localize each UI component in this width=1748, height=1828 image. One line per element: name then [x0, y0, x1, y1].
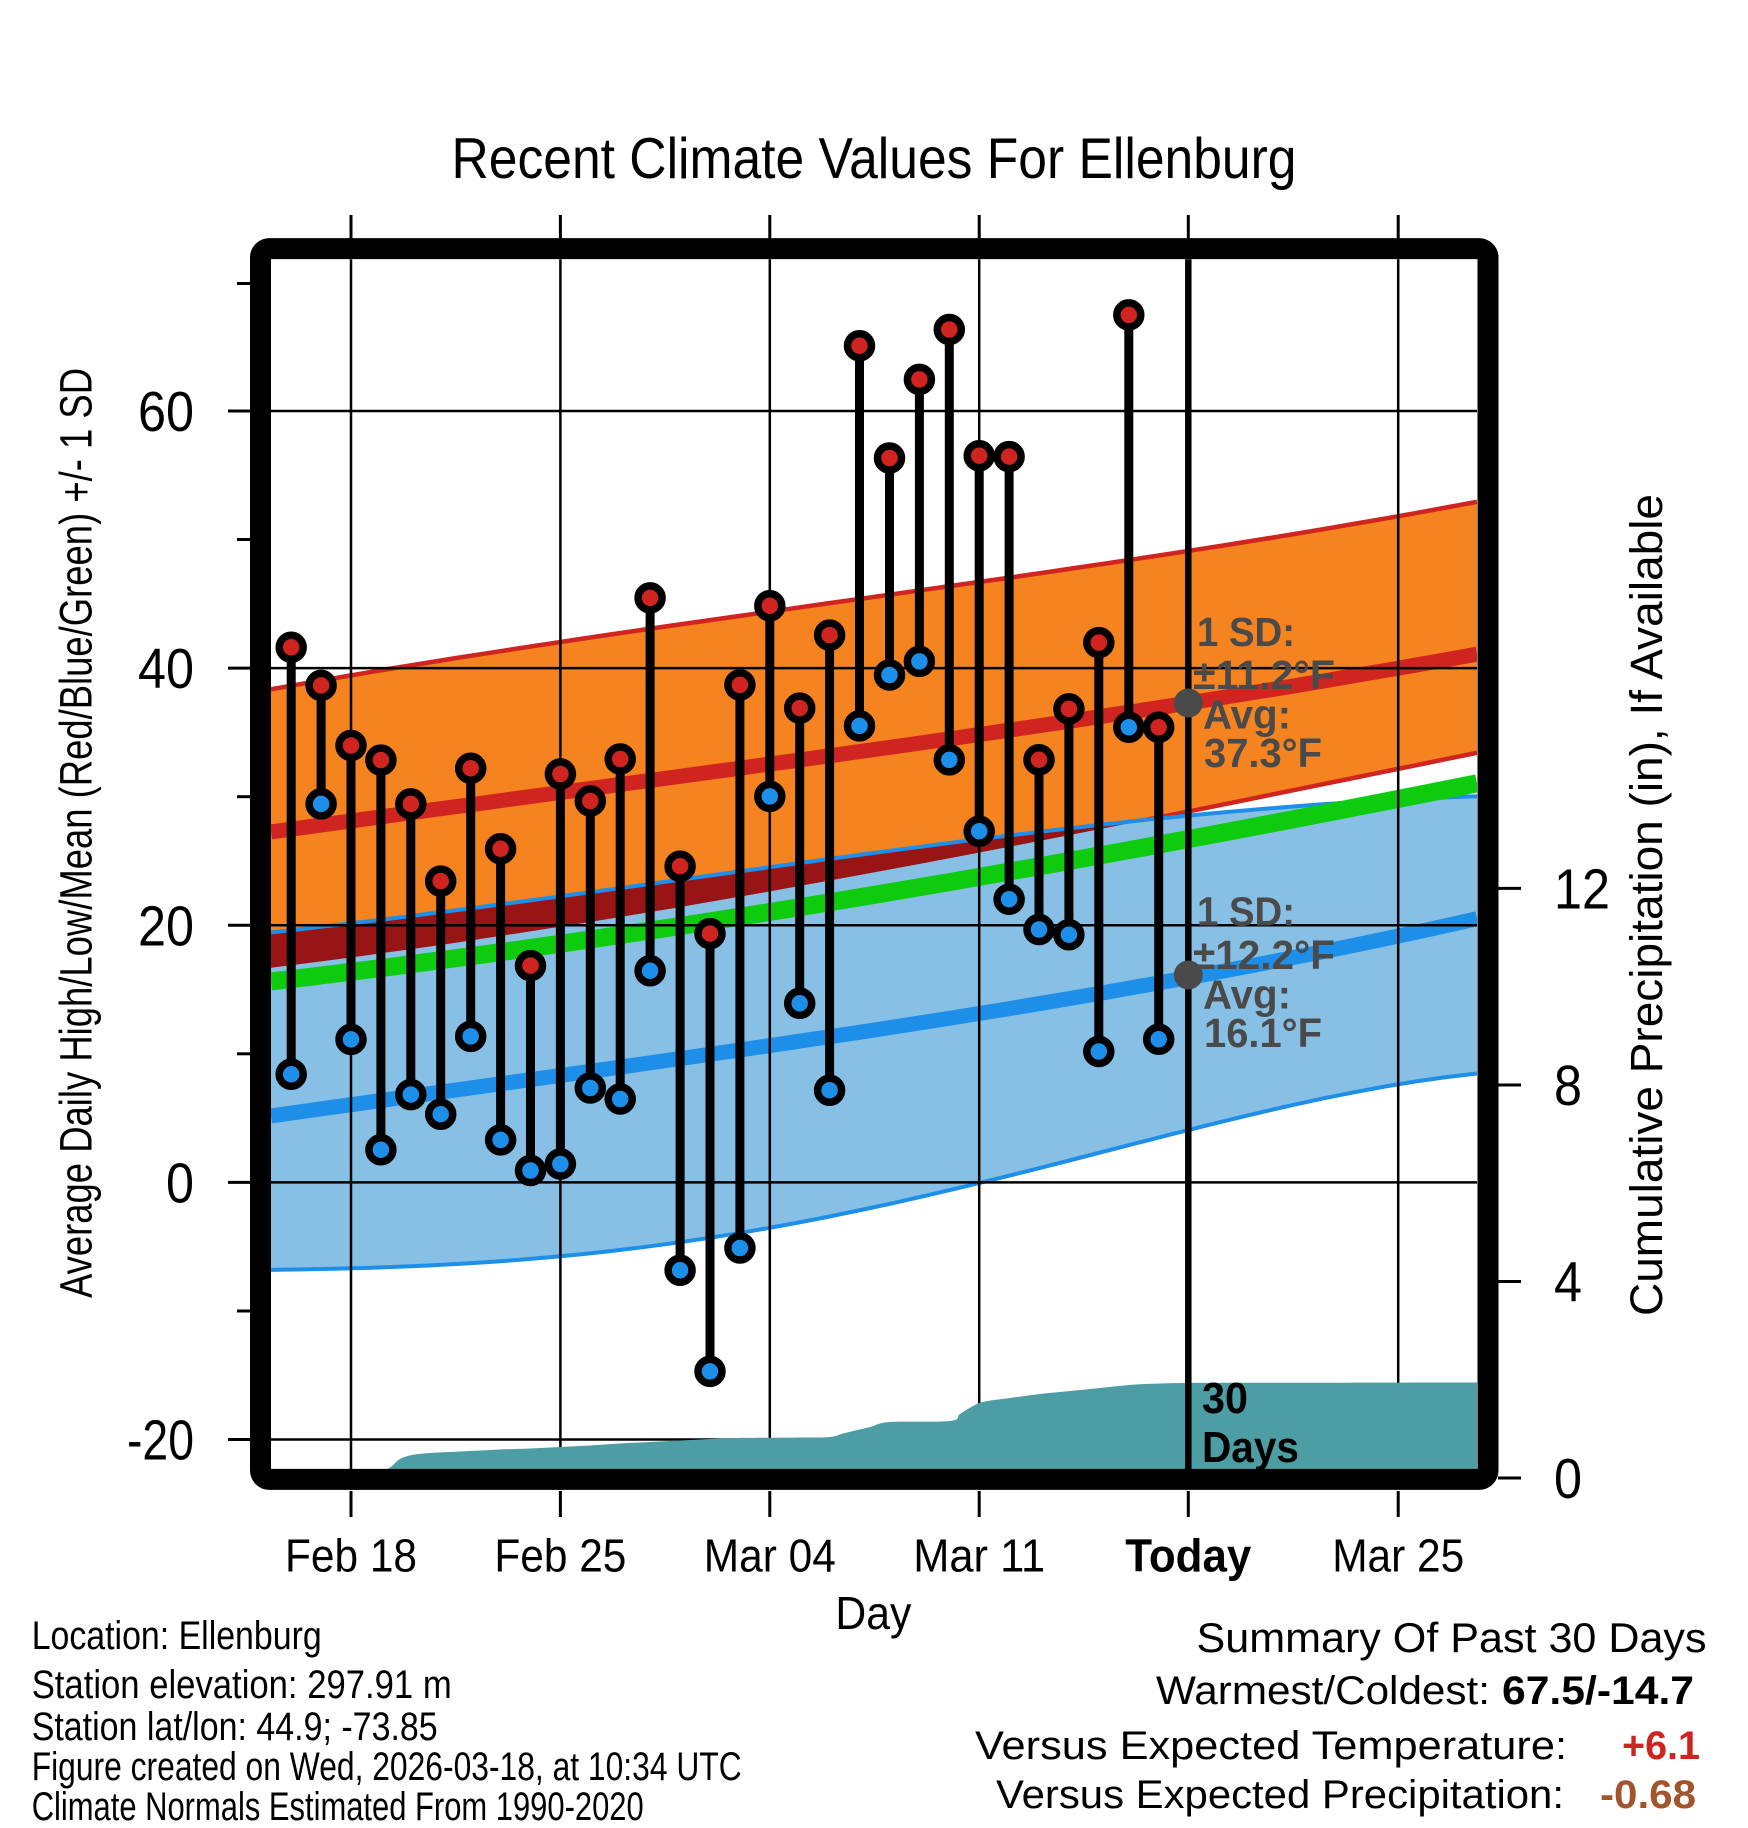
svg-text:Mar 25: Mar 25 — [1332, 1530, 1464, 1582]
svg-text:12: 12 — [1554, 857, 1610, 920]
svg-text:Summary Of Past 30 Days: Summary Of Past 30 Days — [1197, 1614, 1707, 1661]
svg-text:Avg:: Avg: — [1203, 692, 1291, 738]
svg-text:Feb 25: Feb 25 — [494, 1530, 626, 1582]
svg-text:Station elevation: 297.91 m: Station elevation: 297.91 m — [32, 1663, 452, 1707]
svg-text:Recent Climate Values For Elle: Recent Climate Values For Ellenburg — [452, 127, 1297, 191]
svg-text:Avg:: Avg: — [1203, 972, 1291, 1018]
svg-text:30: 30 — [1202, 1374, 1248, 1423]
svg-text:60: 60 — [138, 380, 194, 443]
svg-text:±11.2°F: ±11.2°F — [1193, 652, 1335, 698]
svg-text:Mar 04: Mar 04 — [704, 1530, 836, 1582]
svg-text:8: 8 — [1554, 1054, 1582, 1117]
svg-text:Figure created on Wed, 2026-03: Figure created on Wed, 2026-03-18, at 10… — [32, 1745, 742, 1789]
svg-text:Station lat/lon: 44.9; -73.85: Station lat/lon: 44.9; -73.85 — [32, 1705, 438, 1749]
svg-text:0: 0 — [1554, 1447, 1582, 1510]
svg-text:16.1°F: 16.1°F — [1204, 1010, 1322, 1056]
svg-text:4: 4 — [1554, 1251, 1582, 1314]
svg-text:-0.68: -0.68 — [1600, 1773, 1696, 1817]
svg-text:Climate Normals Estimated From: Climate Normals Estimated From 1990-2020 — [32, 1785, 644, 1828]
svg-text:Days: Days — [1202, 1423, 1299, 1472]
svg-text:Warmest/Coldest:: Warmest/Coldest: — [1156, 1669, 1490, 1713]
svg-text:Cumulative Precipitation (in),: Cumulative Precipitation (in), If Availa… — [1621, 494, 1672, 1316]
svg-text:Versus Expected Precipitation:: Versus Expected Precipitation: — [996, 1773, 1564, 1817]
svg-text:40: 40 — [138, 637, 194, 700]
svg-text:1 SD:: 1 SD: — [1197, 609, 1295, 655]
svg-text:Mar 11: Mar 11 — [913, 1530, 1045, 1582]
svg-text:Day: Day — [835, 1587, 912, 1639]
svg-text:-20: -20 — [127, 1409, 194, 1472]
svg-text:20: 20 — [138, 894, 194, 957]
svg-text:±12.2°F: ±12.2°F — [1193, 932, 1335, 978]
svg-text:0: 0 — [166, 1151, 194, 1214]
svg-text:Location: Ellenburg: Location: Ellenburg — [32, 1614, 322, 1658]
svg-text:Today: Today — [1125, 1530, 1251, 1582]
svg-text:+6.1: +6.1 — [1622, 1724, 1700, 1768]
svg-text:Versus Expected Temperature:: Versus Expected Temperature: — [975, 1724, 1567, 1768]
svg-text:67.5/-14.7: 67.5/-14.7 — [1502, 1669, 1694, 1713]
svg-text:1 SD:: 1 SD: — [1197, 889, 1295, 935]
svg-text:37.3°F: 37.3°F — [1204, 730, 1322, 776]
svg-text:Feb 18: Feb 18 — [285, 1530, 417, 1582]
svg-text:Average Daily High/Low/Mean (R: Average Daily High/Low/Mean (Red/Blue/Gr… — [51, 368, 102, 1298]
